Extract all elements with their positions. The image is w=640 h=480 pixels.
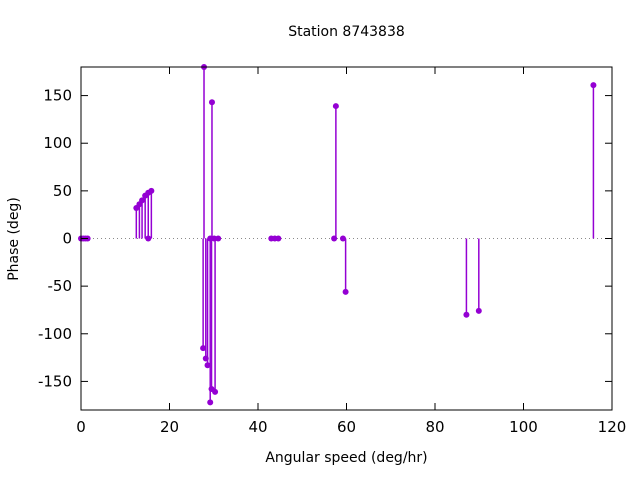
data-point bbox=[342, 288, 349, 295]
x-tick-label: 60 bbox=[337, 418, 356, 436]
data-point bbox=[339, 235, 346, 242]
x-axis-label: Angular speed (deg/hr) bbox=[265, 450, 428, 466]
data-point bbox=[275, 235, 282, 242]
x-tick-label: 40 bbox=[248, 418, 267, 436]
y-tick-label: 150 bbox=[43, 87, 72, 105]
data-point bbox=[208, 99, 215, 106]
data-point bbox=[200, 345, 207, 352]
data-point bbox=[475, 307, 482, 314]
x-tick-label: 80 bbox=[425, 418, 444, 436]
data-point bbox=[202, 355, 209, 362]
data-point bbox=[148, 187, 155, 194]
y-tick-label: -150 bbox=[38, 372, 72, 390]
y-tick-label: -100 bbox=[38, 325, 72, 343]
y-tick-label: 50 bbox=[53, 182, 72, 200]
data-point bbox=[207, 399, 214, 406]
y-tick-label: 0 bbox=[62, 230, 72, 248]
data-point bbox=[463, 311, 470, 318]
x-tick-label: 0 bbox=[76, 418, 86, 436]
data-point bbox=[212, 388, 219, 395]
data-point bbox=[331, 235, 338, 242]
data-point bbox=[139, 197, 146, 204]
y-tick-label: -50 bbox=[48, 277, 73, 295]
data-point bbox=[204, 362, 211, 369]
plot-border bbox=[80, 66, 613, 411]
x-tick-label: 20 bbox=[160, 418, 179, 436]
chart-title: Station 8743838 bbox=[288, 24, 405, 40]
x-tick-label: 100 bbox=[509, 418, 538, 436]
data-point bbox=[215, 235, 222, 242]
data-point bbox=[145, 235, 152, 242]
data-point bbox=[590, 82, 597, 89]
x-tick-label: 120 bbox=[598, 418, 627, 436]
y-tick-label: 100 bbox=[43, 134, 72, 152]
data-point bbox=[332, 103, 339, 110]
